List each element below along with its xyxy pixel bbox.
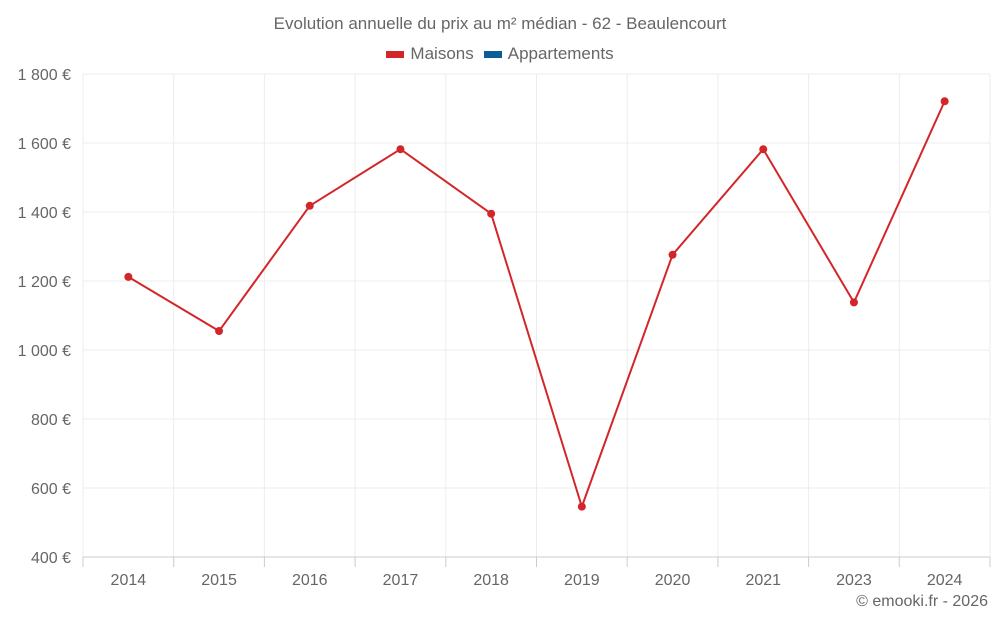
chart-legend: Maisons Appartements — [0, 44, 1000, 64]
y-tick-label: 1 600 € — [18, 136, 71, 153]
x-tick-label: 2016 — [292, 572, 328, 589]
x-tick-label: 2024 — [927, 572, 963, 589]
data-point — [215, 327, 224, 336]
data-point — [940, 97, 949, 106]
y-tick-label: 1 000 € — [18, 343, 71, 360]
y-tick-label: 400 € — [31, 550, 71, 567]
data-point — [577, 502, 586, 511]
x-tick-label: 2021 — [745, 572, 781, 589]
chart-title: Evolution annuelle du prix au m² médian … — [273, 14, 727, 33]
legend-item-appartements[interactable]: Appartements — [483, 44, 614, 64]
x-tick-label: 2020 — [655, 572, 691, 589]
y-tick-label: 1 400 € — [18, 205, 71, 222]
data-point — [849, 298, 858, 307]
y-tick-label: 600 € — [31, 481, 71, 498]
data-point — [668, 250, 677, 259]
x-tick-label: 2015 — [201, 572, 237, 589]
data-point — [759, 145, 768, 154]
x-tick-label: 2014 — [111, 572, 147, 589]
x-tick-label: 2018 — [473, 572, 509, 589]
x-tick-label: 2017 — [383, 572, 419, 589]
data-point — [396, 145, 405, 154]
legend-label-maisons: Maisons — [410, 44, 474, 63]
legend-label-appartements: Appartements — [507, 44, 614, 63]
x-tick-label: 2023 — [836, 572, 872, 589]
legend-swatch-appartements — [483, 50, 502, 58]
data-point — [124, 272, 133, 281]
y-tick-label: 800 € — [31, 412, 71, 429]
data-point — [305, 201, 314, 210]
series-line — [127, 100, 946, 508]
y-tick-label: 1 200 € — [18, 274, 71, 291]
legend-item-maisons[interactable]: Maisons — [386, 44, 474, 64]
copyright-text: © emooki.fr - 2026 — [856, 593, 988, 610]
y-tick-label: 1 800 € — [18, 67, 71, 84]
legend-swatch-maisons — [386, 50, 405, 58]
x-tick-label: 2019 — [564, 572, 600, 589]
data-point — [487, 209, 496, 218]
